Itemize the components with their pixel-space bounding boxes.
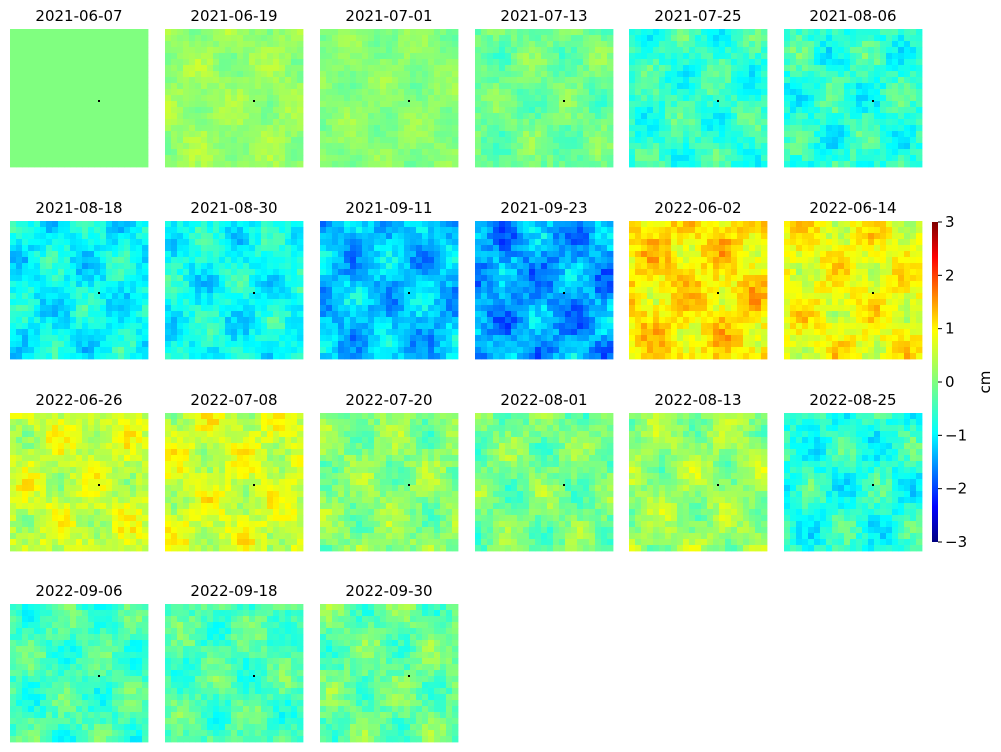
displacement-map (475, 221, 614, 360)
panel-title: 2022-06-14 (809, 199, 896, 217)
displacement-map (165, 413, 304, 552)
panel-title: 2022-08-13 (654, 391, 741, 409)
colorbar: 3 2 1 0 −1 −2 −3 cm (932, 213, 994, 551)
reference-point (98, 292, 100, 294)
displacement-map (784, 29, 923, 168)
panel-2021-08-18: 2021-08-18 (10, 199, 149, 360)
colorbar-tick-label: 2 (945, 266, 955, 284)
reference-point (563, 292, 565, 294)
reference-point (253, 100, 255, 102)
reference-point (98, 100, 100, 102)
reference-point (717, 292, 719, 294)
reference-point (872, 100, 874, 102)
panel-2021-09-11: 2021-09-11 (320, 199, 459, 360)
reference-point (98, 484, 100, 486)
panel-title: 2022-09-30 (345, 582, 432, 600)
panel-title: 2021-06-07 (35, 7, 122, 25)
panel-title: 2021-07-25 (654, 7, 741, 25)
colorbar-tick-label: −2 (945, 480, 967, 498)
reference-point (408, 100, 410, 102)
displacement-map (165, 29, 304, 168)
panel-title: 2022-06-02 (654, 199, 741, 217)
panel-2022-06-14: 2022-06-14 (784, 199, 923, 360)
panel-2022-06-26: 2022-06-26 (10, 391, 149, 552)
displacement-map (10, 29, 149, 168)
reference-point (408, 484, 410, 486)
panel-2021-07-25: 2021-07-25 (629, 7, 768, 168)
panel-title: 2021-08-18 (35, 199, 122, 217)
reference-point (253, 484, 255, 486)
displacement-map (165, 604, 304, 743)
displacement-map (320, 221, 459, 360)
panel-title: 2022-06-26 (35, 391, 122, 409)
panel-title: 2021-09-11 (345, 199, 432, 217)
panel-2022-08-13: 2022-08-13 (629, 391, 768, 552)
panel-title: 2021-08-30 (190, 199, 277, 217)
panel-title: 2021-07-13 (500, 7, 587, 25)
displacement-map (320, 604, 459, 743)
panel-2022-06-02: 2022-06-02 (629, 199, 768, 360)
panel-2021-06-07: 2021-06-07 (10, 7, 149, 168)
panel-2022-08-01: 2022-08-01 (475, 391, 614, 552)
panel-2022-07-08: 2022-07-08 (165, 391, 304, 552)
reference-point (98, 675, 100, 677)
panel-2021-08-30: 2021-08-30 (165, 199, 304, 360)
displacement-map (320, 29, 459, 168)
panel-2021-07-01: 2021-07-01 (320, 7, 459, 168)
panel-title: 2021-07-01 (345, 7, 432, 25)
colorbar-tick-label: −1 (945, 426, 967, 444)
panel-title: 2022-07-20 (345, 391, 432, 409)
colorbar-tick-label: 1 (945, 320, 955, 338)
displacement-map (10, 413, 149, 552)
panel-2022-09-30: 2022-09-30 (320, 582, 459, 743)
panel-title: 2022-09-06 (35, 582, 122, 600)
displacement-map (784, 221, 923, 360)
reference-point (717, 100, 719, 102)
colorbar-tick-label: 0 (945, 373, 955, 391)
displacement-map (10, 604, 149, 743)
panel-2022-09-06: 2022-09-06 (10, 582, 149, 743)
reference-point (253, 292, 255, 294)
displacement-map (784, 413, 923, 552)
colorbar-tick-label: 3 (945, 213, 955, 231)
colorbar-ticks: 3 2 1 0 −1 −2 −3 (938, 213, 967, 551)
panel-title: 2021-09-23 (500, 199, 587, 217)
panel-title: 2022-08-25 (809, 391, 896, 409)
colorbar-label: cm (976, 371, 994, 394)
panel-title: 2022-09-18 (190, 582, 277, 600)
reference-point (563, 484, 565, 486)
colorbar-gradient (932, 222, 938, 542)
panel-title: 2022-08-01 (500, 391, 587, 409)
panel-title: 2021-08-06 (809, 7, 896, 25)
reference-point (253, 675, 255, 677)
displacement-map (320, 413, 459, 552)
panel-2021-06-19: 2021-06-19 (165, 7, 304, 168)
reference-point (717, 484, 719, 486)
panel-grid: 2021-06-07 2021-06-19 2021-07-01 2021-07-13… (10, 7, 923, 743)
displacement-map (10, 221, 149, 360)
reference-point (872, 292, 874, 294)
reference-point (408, 675, 410, 677)
displacement-map (629, 413, 768, 552)
panel-title: 2022-07-08 (190, 391, 277, 409)
displacement-map (475, 29, 614, 168)
panel-2022-08-25: 2022-08-25 (784, 391, 923, 552)
panel-2021-09-23: 2021-09-23 (475, 199, 614, 360)
colorbar-tick-label: −3 (945, 533, 967, 551)
panel-2022-09-18: 2022-09-18 (165, 582, 304, 743)
displacement-map (629, 221, 768, 360)
reference-point (408, 292, 410, 294)
displacement-map (475, 413, 614, 552)
displacement-map (629, 29, 768, 168)
reference-point (563, 100, 565, 102)
panel-2021-08-06: 2021-08-06 (784, 7, 923, 168)
panel-title: 2021-06-19 (190, 7, 277, 25)
panel-2022-07-20: 2022-07-20 (320, 391, 459, 552)
panel-2021-07-13: 2021-07-13 (475, 7, 614, 168)
displacement-map (165, 221, 304, 360)
reference-point (872, 484, 874, 486)
